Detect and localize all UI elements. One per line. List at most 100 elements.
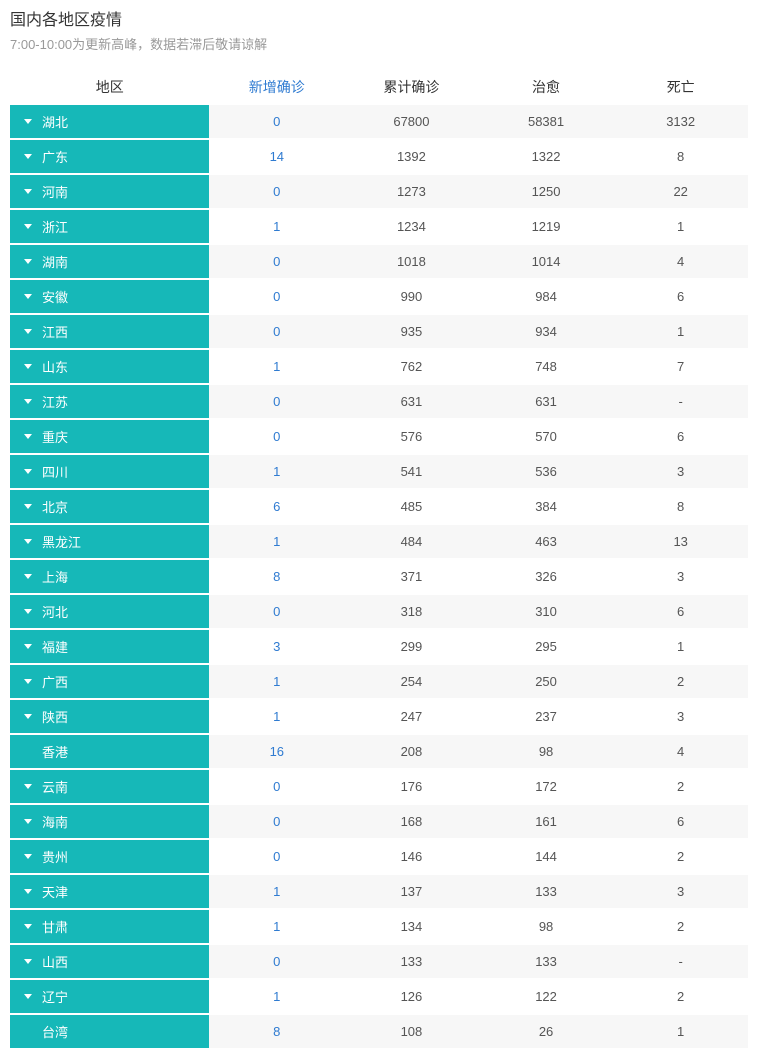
table-row[interactable]: 福建32992951 [10,630,748,663]
region-name: 海南 [42,812,68,831]
table-row[interactable]: 北京64853848 [10,490,748,523]
region-cell[interactable]: 山西 [10,945,209,978]
dead-value: - [613,945,748,978]
chevron-down-icon[interactable] [24,434,32,439]
region-cell[interactable]: 云南 [10,770,209,803]
table-row[interactable]: 广西12542502 [10,665,748,698]
total-confirmed-value: 208 [344,735,479,768]
region-cell[interactable]: 四川 [10,455,209,488]
region-cell[interactable]: 江西 [10,315,209,348]
chevron-down-icon[interactable] [24,469,32,474]
page-subtitle: 7:00-10:00为更新高峰，数据若滞后敬请谅解 [10,34,748,53]
cured-value: 133 [479,945,614,978]
chevron-down-icon[interactable] [24,294,32,299]
region-cell[interactable]: 河北 [10,595,209,628]
region-cell[interactable]: 台湾 [10,1015,209,1048]
region-cell[interactable]: 福建 [10,630,209,663]
total-confirmed-value: 318 [344,595,479,628]
chevron-down-icon[interactable] [24,504,32,509]
table-row[interactable]: 河南01273125022 [10,175,748,208]
region-cell[interactable]: 黑龙江 [10,525,209,558]
chevron-down-icon[interactable] [24,119,32,124]
region-cell[interactable]: 香港 [10,735,209,768]
chevron-down-icon[interactable] [24,714,32,719]
chevron-down-icon[interactable] [24,364,32,369]
region-cell[interactable]: 甘肃 [10,910,209,943]
region-cell[interactable]: 江苏 [10,385,209,418]
region-cell[interactable]: 海南 [10,805,209,838]
region-cell[interactable]: 湖北 [10,105,209,138]
table-row[interactable]: 香港16208984 [10,735,748,768]
dead-value: 3 [613,875,748,908]
table-row[interactable]: 江苏0631631- [10,385,748,418]
chevron-down-icon[interactable] [24,819,32,824]
chevron-down-icon[interactable] [24,784,32,789]
chevron-down-icon[interactable] [24,959,32,964]
cured-value: 934 [479,315,614,348]
chevron-down-icon[interactable] [24,224,32,229]
dead-value: 22 [613,175,748,208]
chevron-down-icon[interactable] [24,329,32,334]
region-cell[interactable]: 陕西 [10,700,209,733]
chevron-down-icon[interactable] [24,679,32,684]
region-cell[interactable]: 浙江 [10,210,209,243]
region-cell[interactable]: 贵州 [10,840,209,873]
region-name: 安徽 [42,287,68,306]
chevron-down-icon[interactable] [24,854,32,859]
region-cell[interactable]: 广东 [10,140,209,173]
total-confirmed-value: 1273 [344,175,479,208]
table-row[interactable]: 广东14139213228 [10,140,748,173]
table-row[interactable]: 上海83713263 [10,560,748,593]
table-row[interactable]: 四川15415363 [10,455,748,488]
table-row[interactable]: 江西09359341 [10,315,748,348]
table-row[interactable]: 海南01681616 [10,805,748,838]
table-row[interactable]: 山东17627487 [10,350,748,383]
chevron-down-icon[interactable] [24,399,32,404]
table-row[interactable]: 辽宁11261222 [10,980,748,1013]
col-header-new-confirmed[interactable]: 新增确诊 [209,77,344,97]
region-cell[interactable]: 广西 [10,665,209,698]
region-cell[interactable]: 安徽 [10,280,209,313]
table-row[interactable]: 湖南0101810144 [10,245,748,278]
chevron-down-icon[interactable] [24,574,32,579]
total-confirmed-value: 371 [344,560,479,593]
table-row[interactable]: 河北03183106 [10,595,748,628]
table-row[interactable]: 甘肃1134982 [10,910,748,943]
table-row[interactable]: 山西0133133- [10,945,748,978]
chevron-down-icon[interactable] [24,259,32,264]
chevron-down-icon[interactable] [24,994,32,999]
table-row[interactable]: 黑龙江148446313 [10,525,748,558]
table-row[interactable]: 贵州01461442 [10,840,748,873]
table-row[interactable]: 云南01761722 [10,770,748,803]
table-row[interactable]: 浙江1123412191 [10,210,748,243]
region-cell[interactable]: 天津 [10,875,209,908]
region-cell[interactable]: 辽宁 [10,980,209,1013]
total-confirmed-value: 484 [344,525,479,558]
chevron-down-icon[interactable] [24,189,32,194]
region-cell[interactable]: 河南 [10,175,209,208]
table-row[interactable]: 重庆05765706 [10,420,748,453]
dead-value: 1 [613,315,748,348]
region-name: 河北 [42,602,68,621]
chevron-down-icon[interactable] [24,924,32,929]
chevron-down-icon[interactable] [24,154,32,159]
new-confirmed-value: 1 [209,665,344,698]
chevron-down-icon[interactable] [24,889,32,894]
region-cell[interactable]: 山东 [10,350,209,383]
table-row[interactable]: 台湾8108261 [10,1015,748,1048]
region-cell[interactable]: 北京 [10,490,209,523]
region-cell[interactable]: 重庆 [10,420,209,453]
chevron-down-icon[interactable] [24,644,32,649]
table-row[interactable]: 天津11371333 [10,875,748,908]
table-row[interactable]: 安徽09909846 [10,280,748,313]
region-name: 河南 [42,182,68,201]
chevron-down-icon[interactable] [24,609,32,614]
table-row[interactable]: 湖北067800583813132 [10,105,748,138]
table-row[interactable]: 陕西12472373 [10,700,748,733]
region-cell[interactable]: 湖南 [10,245,209,278]
region-name: 湖南 [42,252,68,271]
chevron-down-icon[interactable] [24,539,32,544]
region-cell[interactable]: 上海 [10,560,209,593]
cured-value: 326 [479,560,614,593]
new-confirmed-value: 0 [209,770,344,803]
